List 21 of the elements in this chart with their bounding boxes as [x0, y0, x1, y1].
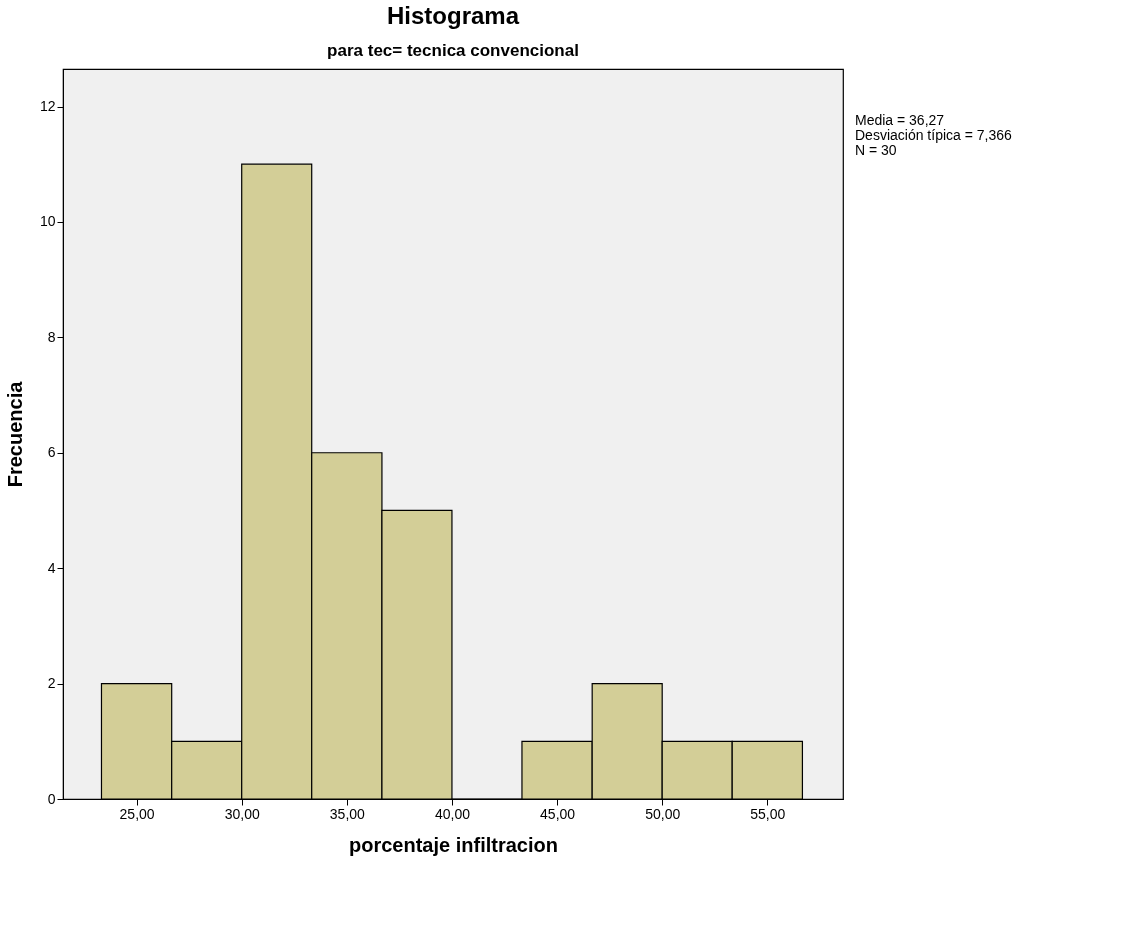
chart-title: Histograma — [386, 2, 520, 29]
y-axis-title: Frecuencia — [3, 380, 26, 488]
y-tick-label: 8 — [47, 328, 56, 345]
text: Desviación típica = 7,366 — [855, 127, 1013, 144]
chart-subtitle: para tec= tecnica convencional — [327, 41, 579, 60]
y-tick-label: 10 — [39, 213, 56, 230]
x-tick-label: 45,00 — [540, 805, 576, 822]
y-tick-label: 0 — [47, 790, 56, 807]
x-tick-label: 25,00 — [119, 805, 155, 822]
x-tick-label: 30,00 — [224, 805, 260, 822]
y-tick-label: 6 — [47, 444, 56, 461]
x-tick-label: 55,00 — [750, 805, 786, 822]
text: N = 30 — [855, 142, 897, 159]
text: Media = 36,27 — [855, 112, 945, 128]
y-tick-label: 2 — [47, 675, 56, 692]
x-axis-title: porcentaje infiltracion — [349, 833, 558, 856]
x-tick-label: 35,00 — [329, 805, 366, 822]
y-tick-label: 12 — [39, 98, 56, 115]
x-tick-label: 40,00 — [434, 805, 471, 822]
y-tick-label: 4 — [47, 559, 56, 576]
x-tick-label: 50,00 — [645, 805, 681, 822]
